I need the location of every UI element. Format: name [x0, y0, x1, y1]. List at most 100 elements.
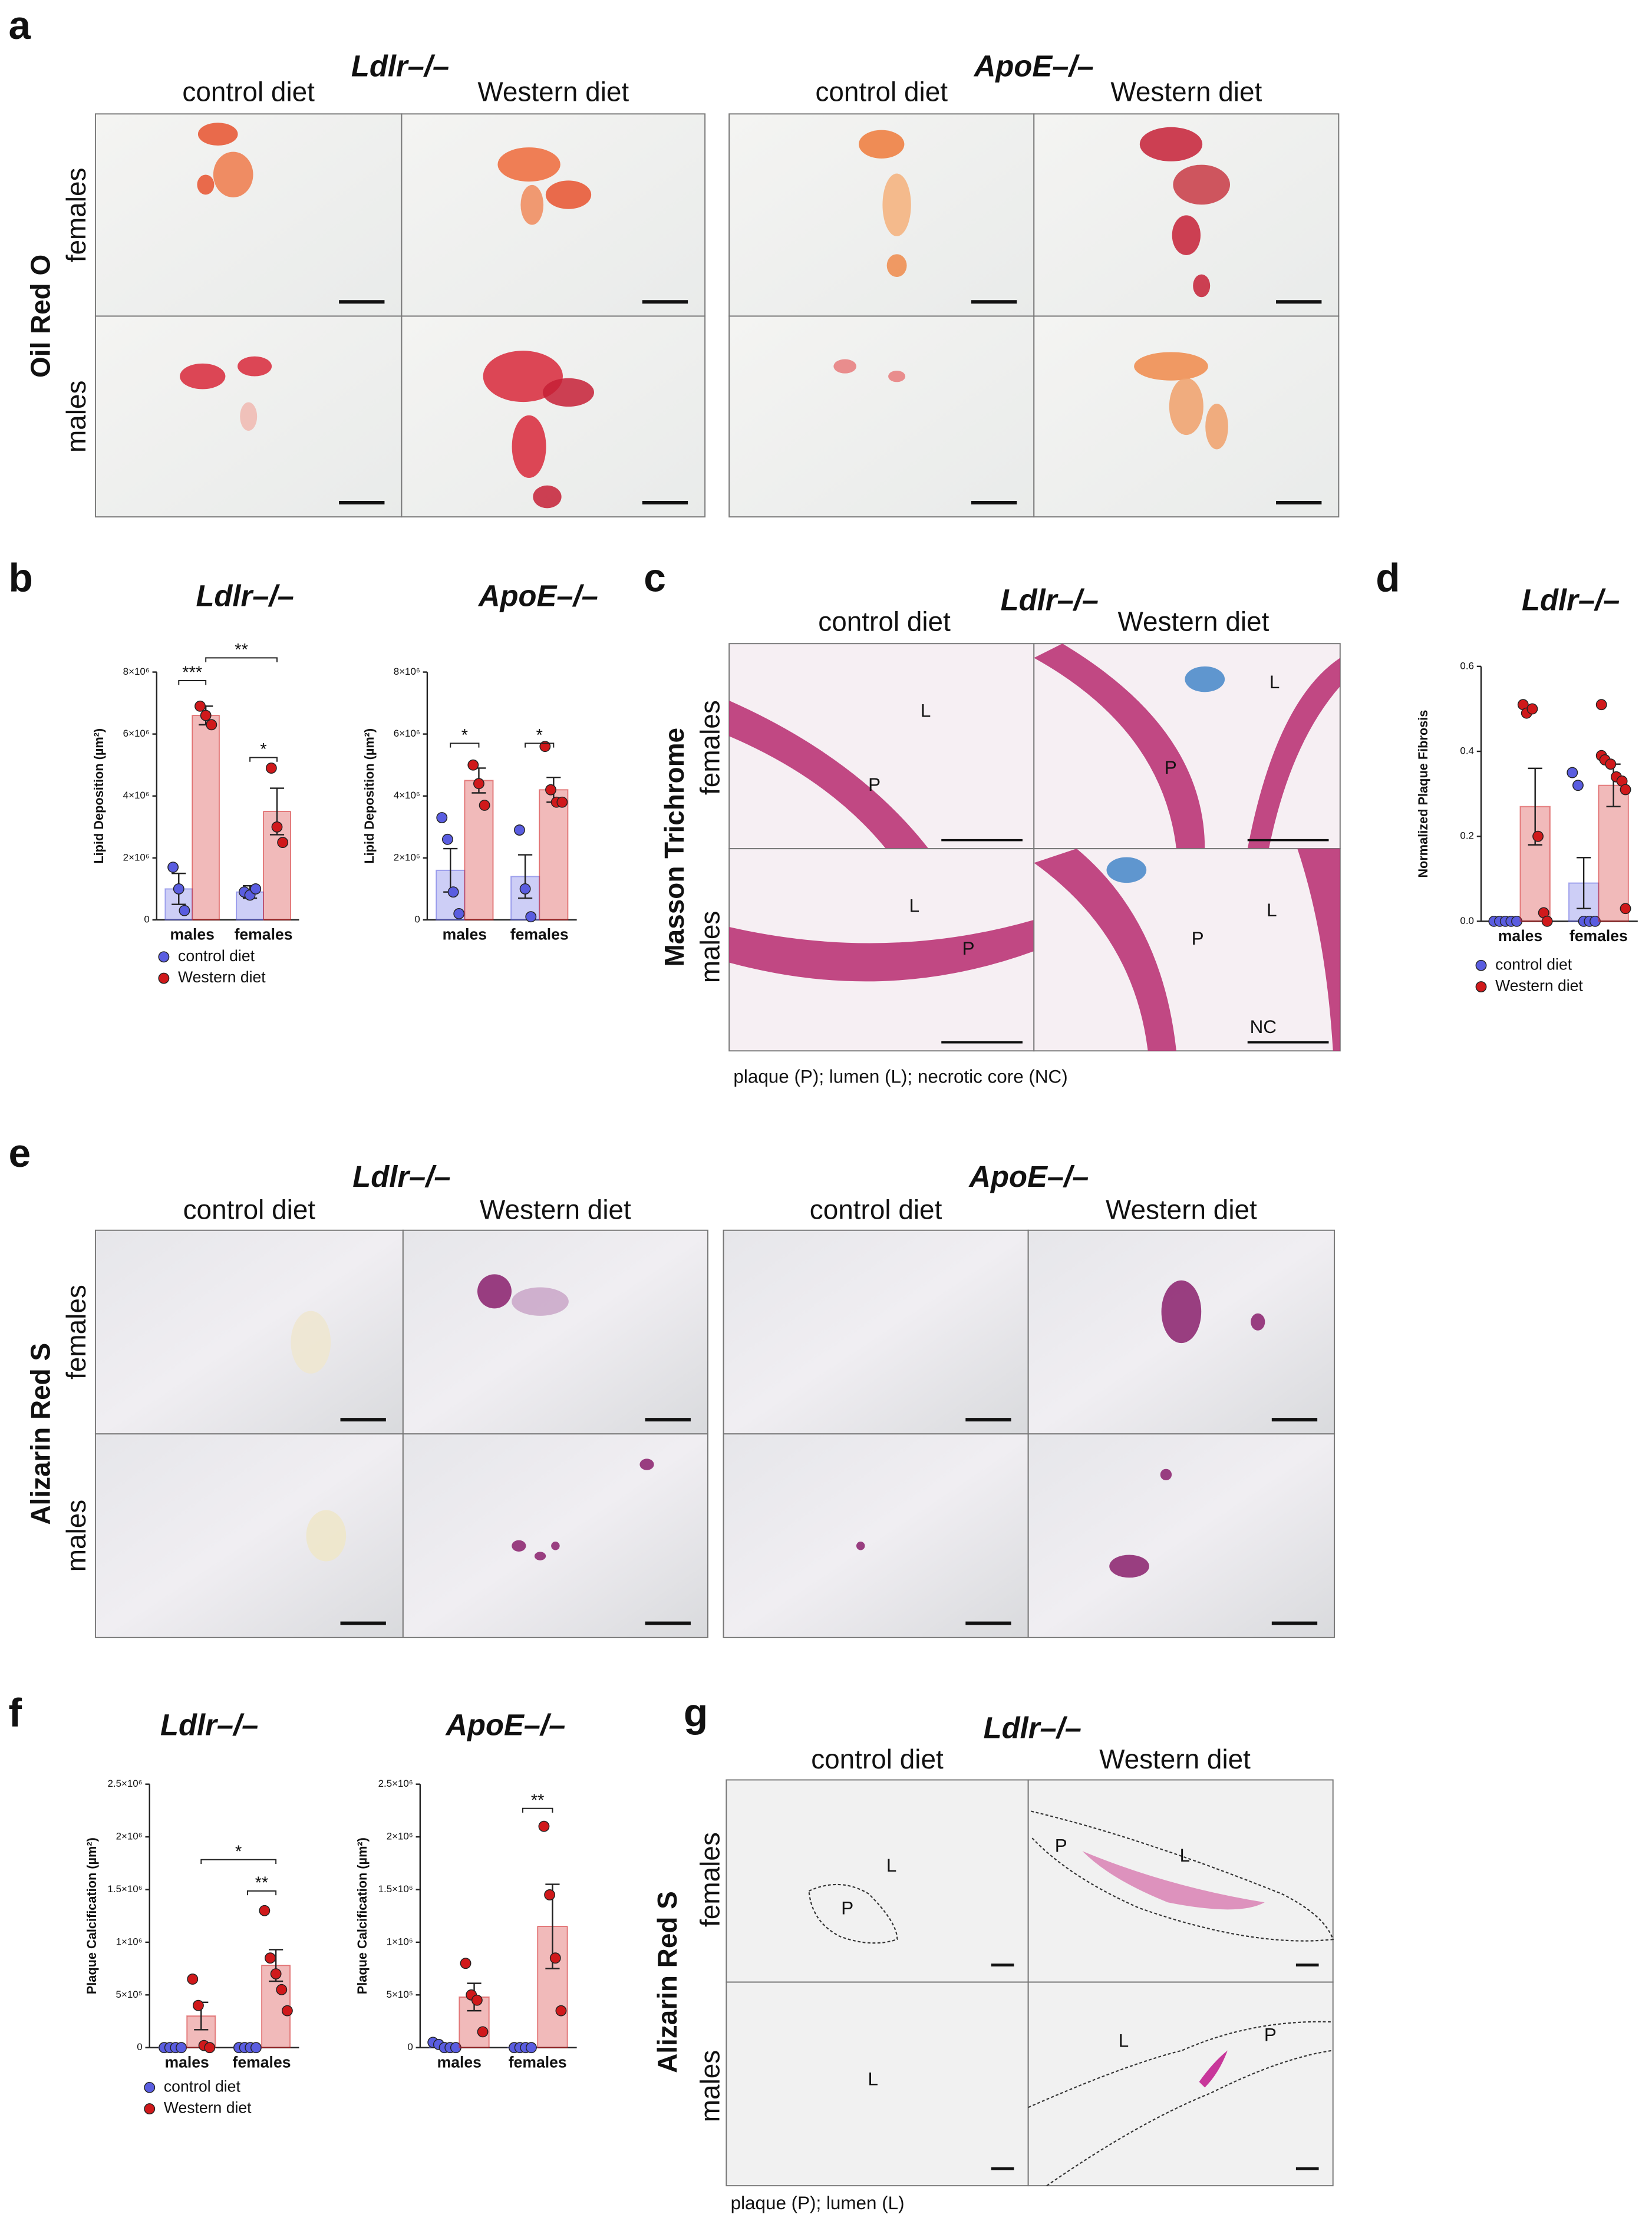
data-point [473, 778, 484, 790]
data-point [193, 1999, 204, 2011]
y-tick-label: 0.4 [1460, 745, 1474, 756]
column-label: control diet [183, 1194, 316, 1225]
significance-bracket [246, 1890, 277, 1896]
column-label: Western diet [1099, 1744, 1251, 1774]
stain-blob [551, 1542, 560, 1550]
panel-letter: f [9, 1691, 22, 1735]
collagen [1106, 857, 1147, 883]
panel-letter: g [684, 1691, 708, 1735]
legend-marker [158, 972, 170, 984]
stain-blob [240, 402, 258, 431]
photo [723, 1229, 1029, 1435]
data-point [270, 1968, 282, 1979]
data-point [471, 1994, 483, 2006]
stain-blob [1172, 215, 1201, 256]
photo [402, 1433, 708, 1638]
row-label: males [694, 911, 725, 983]
legend-label: control diet [1495, 955, 1572, 973]
image-label: L [909, 896, 919, 916]
data-point [277, 837, 289, 848]
data-point [453, 908, 465, 919]
row-label: females [61, 1285, 91, 1380]
legend-marker [144, 2103, 156, 2115]
y-tick-label: 1.5×10⁶ [378, 1883, 413, 1895]
data-point [204, 2042, 216, 2054]
significance-bracket [178, 680, 207, 685]
image-label: P [1165, 757, 1177, 778]
y-tick-label: 6×10⁶ [394, 728, 420, 739]
bar [1519, 806, 1551, 922]
tissue [729, 700, 929, 849]
significance-label: ** [235, 641, 248, 659]
column-label: Western diet [480, 1194, 631, 1225]
data-point [544, 1889, 556, 1900]
photo [402, 1229, 708, 1435]
column-label: Western diet [1117, 606, 1269, 636]
image-label: L [921, 700, 931, 721]
y-tick-label: 0 [137, 2041, 142, 2052]
y-tick-label: 0.0 [1460, 915, 1474, 926]
group-title: ApoE–/– [968, 1160, 1089, 1193]
y-tick-label: 0 [144, 913, 149, 925]
x-tick-label: males [443, 926, 487, 943]
data-point [167, 862, 179, 873]
significance-label: * [461, 726, 468, 745]
bar [1598, 784, 1629, 922]
column-label: Western diet [1106, 1194, 1257, 1225]
data-point [1620, 784, 1631, 796]
image-label: P [1055, 1835, 1067, 1856]
image-label: L [868, 2069, 878, 2090]
data-point [1567, 767, 1578, 778]
stain-blob [545, 180, 592, 209]
stain-blob [520, 184, 544, 225]
plaque-outline [1028, 2021, 1333, 2108]
row-label: Masson Trichrome [659, 728, 690, 967]
plaque-outline [1046, 2050, 1333, 2186]
data-point [200, 710, 212, 721]
data-point [1572, 780, 1584, 791]
column-label: control diet [182, 77, 315, 107]
y-tick-label: 1×10⁶ [387, 1936, 413, 1947]
data-point [556, 796, 568, 808]
row-label: Oil Red O [25, 255, 56, 378]
stain-blob [833, 359, 857, 374]
panel-title: Ldlr–/– [984, 1711, 1081, 1744]
y-tick-label: 2×10⁶ [394, 852, 420, 863]
group-title: ApoE–/– [973, 49, 1094, 83]
panel-title: Ldlr–/– [1001, 583, 1099, 617]
plaque-outline [1030, 1810, 1334, 1942]
column-label: control diet [818, 606, 951, 636]
data-point [1620, 903, 1631, 915]
image-label: NC [1250, 1017, 1277, 1037]
x-tick-label: females [1569, 927, 1628, 945]
stain-blob [859, 130, 905, 159]
stain-blob [1134, 352, 1208, 381]
significance-label: ** [255, 1873, 269, 1892]
data-point [176, 2042, 187, 2054]
x-tick-label: males [165, 2053, 209, 2071]
x-tick-label: females [510, 926, 569, 943]
row-label: Alizarin Red S [652, 1891, 682, 2073]
y-tick-label: 4×10⁶ [123, 790, 150, 801]
significance-label: ** [531, 1791, 545, 1810]
y-axis-label: Normalized Plaque Fibrosis [1416, 710, 1430, 878]
photo [94, 1229, 404, 1435]
column-label: Western diet [477, 77, 629, 107]
y-tick-label: 8×10⁶ [394, 666, 420, 677]
data-point [1532, 830, 1544, 842]
data-point [441, 833, 453, 845]
data-point [250, 2042, 262, 2054]
data-point [467, 759, 479, 771]
x-tick-label: females [233, 2053, 291, 2071]
x-tick-label: males [437, 2053, 482, 2071]
stain-blob [886, 254, 907, 277]
stain-blob [1161, 1280, 1202, 1344]
stain-blob [882, 173, 911, 236]
stain-blob [306, 1510, 347, 1562]
panel-letter: b [9, 556, 33, 600]
tissue [729, 919, 1034, 982]
data-point [194, 700, 206, 712]
panel-letter: d [1376, 556, 1400, 600]
x-tick-label: females [235, 926, 293, 943]
x-tick-label: males [170, 926, 215, 943]
